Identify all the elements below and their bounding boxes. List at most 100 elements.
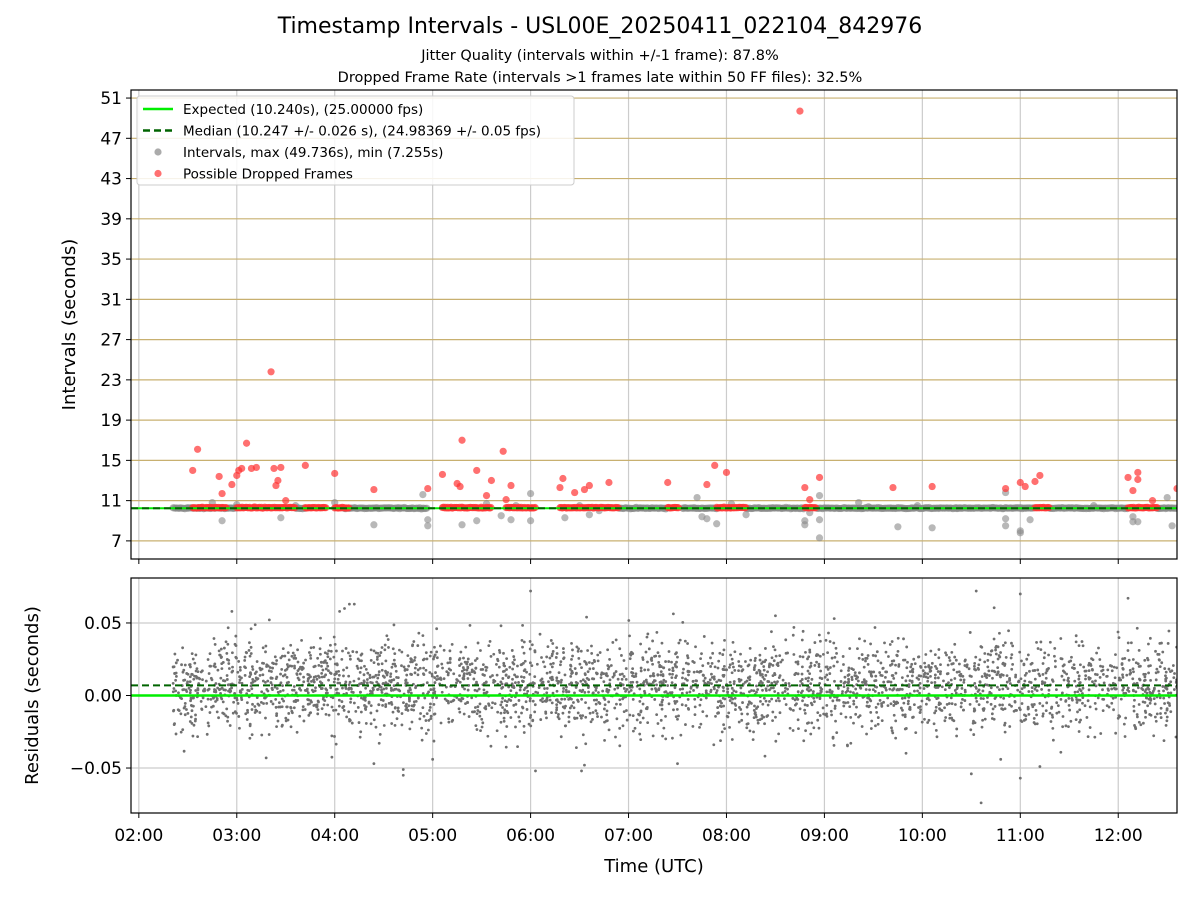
residual-point [1020, 720, 1024, 723]
residual-point [440, 690, 444, 694]
residual-point [980, 675, 984, 678]
residual-point [394, 687, 398, 691]
residual-point [1078, 681, 1082, 684]
residual-point [340, 700, 344, 703]
residual-point [1008, 682, 1012, 685]
residual-point [489, 675, 492, 679]
residual-point [771, 710, 775, 714]
residual-point [405, 673, 409, 677]
residual-point [1162, 696, 1166, 700]
residual-point [788, 684, 792, 688]
residual-point [723, 638, 726, 642]
residual-point [1127, 658, 1131, 662]
residual-point [358, 670, 362, 674]
residual-point [402, 665, 406, 669]
residual-point [1121, 666, 1125, 670]
residual-point [1151, 691, 1154, 695]
residual-point [563, 724, 567, 728]
residual-point [891, 674, 895, 677]
residual-point [303, 708, 307, 711]
residual-point [554, 656, 558, 659]
residual-point [976, 690, 980, 693]
residual-point [773, 671, 776, 675]
residual-point [197, 676, 201, 680]
residual-point [380, 688, 383, 692]
residual-point [924, 675, 928, 679]
residual-point [628, 685, 632, 689]
residual-point [389, 675, 392, 678]
residual-point [394, 669, 398, 673]
residual-point [540, 677, 544, 681]
residual-point [806, 669, 810, 673]
residual-point [1081, 696, 1085, 700]
residual-point [963, 664, 967, 667]
residual-point [828, 666, 832, 669]
residual-point [818, 654, 822, 658]
residual-point [674, 715, 678, 719]
residual-point [639, 642, 643, 646]
residual-point [393, 706, 397, 709]
residual-point [601, 689, 605, 693]
residual-point [214, 682, 218, 685]
residual-point [764, 673, 768, 677]
residual-point [892, 659, 896, 663]
residual-point [1165, 708, 1169, 712]
residual-point [904, 727, 908, 730]
residual-point [716, 706, 720, 709]
residual-point [947, 702, 951, 705]
residual-point [1124, 716, 1128, 720]
residual-point [189, 665, 192, 669]
residual-point [466, 665, 470, 669]
residual-point [514, 710, 518, 714]
residual-point [555, 703, 559, 707]
residual-point [902, 637, 905, 641]
residual-point [504, 673, 508, 677]
dropped-point [815, 473, 824, 482]
residual-point [943, 719, 947, 723]
residual-point [1067, 703, 1071, 707]
residual-point [630, 650, 633, 654]
residual-point [606, 674, 609, 678]
residual-point [265, 688, 269, 691]
residual-point [551, 650, 555, 653]
residual-point [179, 712, 183, 716]
residual-point [639, 669, 643, 673]
residual-point [1169, 691, 1173, 695]
residual-point [767, 680, 771, 684]
residual-point [501, 696, 504, 700]
residual-point [253, 623, 257, 627]
y-tick-label: 31 [100, 290, 122, 310]
residual-point [748, 701, 752, 704]
residual-point [723, 727, 727, 731]
residual-point [731, 640, 735, 644]
residual-point [678, 688, 682, 691]
residual-point [407, 664, 411, 668]
residual-point [1143, 658, 1147, 662]
residual-point [868, 688, 871, 692]
residual-point [994, 646, 998, 649]
residual-point [755, 690, 758, 694]
residual-point [579, 716, 583, 720]
residual-point [1074, 640, 1078, 644]
dropped-point [282, 497, 290, 505]
residual-point [267, 669, 271, 673]
residual-point [434, 671, 437, 674]
residual-point [654, 654, 658, 658]
residual-point [641, 658, 645, 661]
residual-point [763, 754, 767, 758]
residual-point [1110, 687, 1114, 691]
residual-point [502, 661, 506, 665]
residual-point [345, 715, 349, 719]
residual-point [627, 690, 631, 694]
residual-point [1146, 656, 1149, 660]
residual-point [1122, 722, 1126, 726]
residual-point [296, 669, 300, 673]
residual-point [825, 703, 829, 707]
residual-point [824, 638, 828, 642]
residual-point [660, 641, 664, 645]
residual-point [571, 648, 574, 652]
residual-point [664, 690, 668, 694]
residual-point [728, 680, 732, 684]
residual-point [330, 755, 334, 759]
residual-point [1047, 653, 1050, 657]
